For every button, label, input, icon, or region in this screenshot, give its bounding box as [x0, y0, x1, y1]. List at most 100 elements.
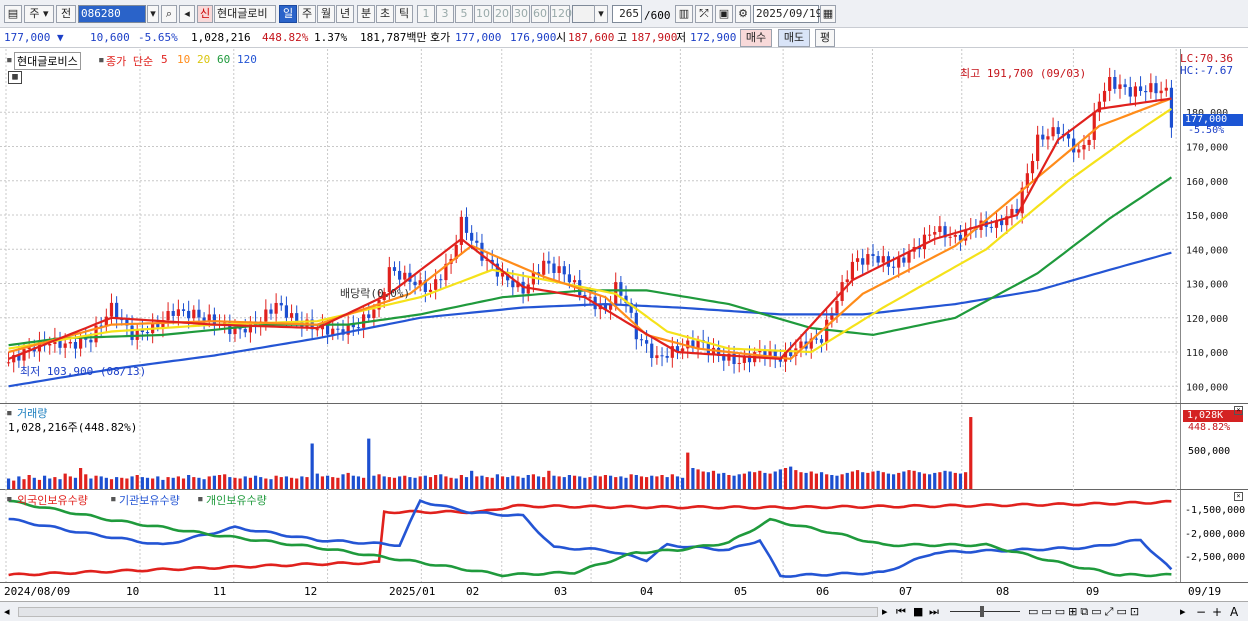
all-button[interactable]: 전 — [56, 5, 76, 23]
calendar-icon[interactable]: ▦ — [820, 5, 836, 23]
quote-bar — [0, 28, 1248, 48]
minus-icon[interactable]: − — [1196, 605, 1207, 619]
minute-1-button[interactable]: 1 — [417, 5, 435, 23]
lc-label: LC:70.36 — [1180, 52, 1233, 65]
stock-name-label[interactable]: 현대글로비스 — [14, 52, 81, 70]
foreign-holding-label[interactable]: 외국인보유수량 — [17, 494, 88, 507]
ma10-label: 10 — [177, 53, 191, 66]
period-year-button[interactable]: 년 — [336, 5, 354, 23]
minute-60-button[interactable]: 60 — [531, 5, 549, 23]
period-day-button[interactable]: 일 — [279, 5, 297, 23]
minute-5-button[interactable]: 5 — [455, 5, 473, 23]
count-max: /600 — [644, 9, 671, 22]
individual-holding-label[interactable]: 개인보유수량 — [206, 494, 267, 507]
ask-price: 177,000 — [455, 31, 502, 44]
x-label: 02 — [466, 585, 480, 598]
rewind-icon[interactable]: ⏮ — [896, 605, 906, 618]
scroll-track[interactable] — [18, 607, 878, 617]
eval-button[interactable]: 평 — [815, 29, 835, 47]
buy-button[interactable]: 매수 — [740, 29, 772, 47]
scroll-right-icon[interactable]: ▸ — [882, 605, 888, 618]
sound-icon[interactable]: ◂ — [179, 5, 195, 23]
chart-menu-icon[interactable]: ▤ — [4, 5, 22, 23]
period-minute-button[interactable]: 분 — [357, 5, 375, 23]
period-week-button[interactable]: 주 — [298, 5, 316, 23]
sell-button[interactable]: 매도 — [778, 29, 810, 47]
open-label: 시 — [556, 31, 567, 44]
date-input[interactable]: 2025/09/19 — [753, 5, 822, 23]
x-label: 05 — [734, 585, 748, 598]
toolbar: ▤ 주 ▾ 전 086280 ▾ ⌕ ◂ 신 현대글로비 일 주 월 년 분 초… — [0, 0, 1248, 28]
minute-3-button[interactable]: 3 — [436, 5, 454, 23]
institution-holding-label[interactable]: 기관보유수량 — [119, 494, 180, 507]
x-label: 2024/08/09 — [4, 585, 71, 598]
stock-name-field[interactable]: 현대글로비 — [214, 5, 276, 23]
crosshair-icon[interactable]: ⤱ — [695, 5, 713, 23]
ma-icon: ▪ — [98, 53, 105, 66]
current-pct-tag: -5.50% — [1188, 125, 1225, 136]
ma120-label: 120 — [237, 53, 257, 66]
x-end-label: 09/19 — [1188, 585, 1222, 598]
x-label: 07 — [899, 585, 913, 598]
panel-divider — [0, 403, 1248, 404]
code-dropdown-icon[interactable]: ▾ — [147, 5, 159, 23]
open-price: 187,600 — [568, 31, 615, 44]
ma20-label: 20 — [197, 53, 211, 66]
volume-panel[interactable] — [0, 404, 1180, 489]
forward-icon[interactable]: ⏭ — [929, 605, 939, 618]
search-icon[interactable]: ⌕ — [161, 5, 177, 23]
volume-current-tag: 1,028K — [1183, 410, 1243, 422]
plus-icon[interactable]: + — [1212, 605, 1223, 619]
period-month-button[interactable]: 월 — [317, 5, 335, 23]
save-icon[interactable]: ▣ — [715, 5, 733, 23]
holding-icon: ▪ — [6, 492, 13, 505]
volume-close-icon[interactable]: × — [1234, 406, 1243, 415]
panel-icon[interactable]: ▪ — [6, 53, 13, 66]
ma60-label: 60 — [217, 53, 231, 66]
min-price-label: 최저 103,900 (08/13) — [20, 365, 147, 378]
x-label: 10 — [126, 585, 140, 598]
holding-close-icon[interactable]: × — [1234, 492, 1243, 501]
hc-label: HC:-7.67 — [1180, 64, 1233, 77]
period-second-button[interactable]: 초 — [376, 5, 394, 23]
quote-volume: 1,028,216 — [191, 31, 251, 44]
bid-price: 176,900 — [510, 31, 557, 44]
x-label: 09 — [1086, 585, 1100, 598]
price-panel[interactable] — [0, 49, 1180, 403]
count-input[interactable]: 265 — [612, 5, 642, 23]
holding-tick: -2,500,000 — [1185, 552, 1246, 563]
table-icon[interactable]: ▦ — [8, 71, 22, 84]
low-price: 172,900 — [690, 31, 737, 44]
zoom-slider-handle[interactable] — [980, 606, 984, 617]
zoom-slider[interactable] — [950, 611, 1020, 612]
holding-icon: ▪ — [110, 492, 117, 505]
gear-icon[interactable]: ⚙ — [735, 5, 751, 23]
quote-vol-ratio: 448.82% — [262, 31, 309, 44]
quote-price-group: 177,000 ▼ — [4, 31, 64, 45]
minute-30-button[interactable]: 30 — [512, 5, 530, 23]
quote-change: 10,600 — [90, 31, 130, 44]
down-arrow-icon: ▼ — [56, 31, 64, 44]
minute-10-button[interactable]: 10 — [474, 5, 492, 23]
quote-turnover: 1.37% — [314, 31, 348, 44]
volume-title[interactable]: 거래량 — [17, 407, 48, 420]
market-select[interactable]: 주 ▾ — [24, 5, 54, 23]
quote-price: 177,000 — [4, 31, 51, 44]
max-price-label: 최고 191,700 (09/03) — [960, 67, 1087, 80]
scroll-bar[interactable]: ◂ ▸ ⏮ ■ ⏭ ▭▭▭⊞⧉▭⤢▭⊡ ▸ − + A — [0, 601, 1248, 621]
zoom-out-icon[interactable]: ▸ — [1180, 605, 1186, 618]
period-tick-button[interactable]: 틱 — [395, 5, 413, 23]
ma5-label: 5 — [161, 53, 168, 66]
scroll-left-icon[interactable]: ◂ — [4, 605, 10, 618]
volume-icon: ▪ — [6, 406, 13, 419]
candle-icon[interactable]: ▥ — [675, 5, 693, 23]
stock-code-input[interactable]: 086280 — [78, 5, 146, 23]
high-label: 고 — [617, 31, 628, 44]
minute-20-button[interactable]: 20 — [493, 5, 511, 23]
holding-icon: ▪ — [197, 492, 204, 505]
font-size-icon[interactable]: A — [1230, 605, 1239, 619]
stop-icon[interactable]: ■ — [913, 605, 924, 618]
tool-icons[interactable]: ▭▭▭⊞⧉▭⤢▭⊡ — [1028, 605, 1143, 618]
period-dropdown-icon[interactable]: ▾ — [594, 5, 608, 23]
minute-120-button[interactable]: 120 — [550, 5, 572, 23]
